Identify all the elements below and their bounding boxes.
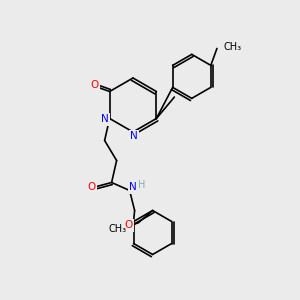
Text: N: N xyxy=(101,115,109,124)
Text: CH₃: CH₃ xyxy=(224,43,242,52)
Text: O: O xyxy=(88,182,96,191)
Text: O: O xyxy=(91,80,99,89)
Text: H: H xyxy=(138,181,145,190)
Text: N: N xyxy=(130,131,138,141)
Text: CH₃: CH₃ xyxy=(109,224,127,235)
Text: N: N xyxy=(129,182,136,193)
Text: O: O xyxy=(124,220,133,230)
